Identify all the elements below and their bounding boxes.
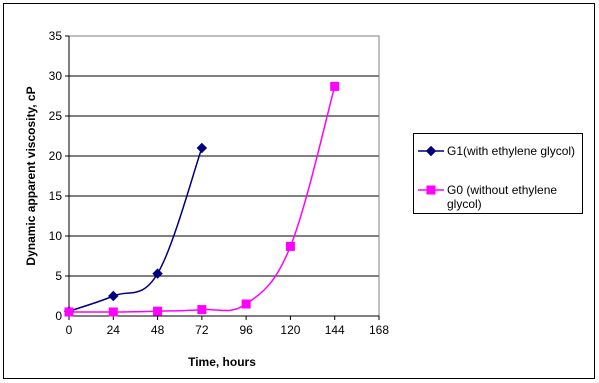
x-tick-label: 120 [280,323,300,337]
legend-label: G0 (without ethylene [447,183,557,197]
data-point [153,306,163,316]
legend-marker [425,145,437,157]
gridlines [69,75,379,277]
y-tick-label: 35 [49,29,63,43]
data-point [108,290,119,302]
x-axis-title: Time, hours [188,355,256,369]
legend-box [413,133,583,214]
data-point [197,305,207,315]
legend-label: G1(with ethylene glycol) [447,144,575,158]
y-tick-label: 5 [55,269,62,283]
x-tick-label: 48 [151,323,165,337]
y-tick-label: 30 [49,69,63,83]
series-line [68,147,203,312]
legend-marker [426,185,436,195]
x-tick-label: 144 [325,323,345,337]
x-tick-label: 96 [239,323,253,337]
series-layer [63,81,340,317]
data-point [196,142,208,154]
y-tick-label: 15 [49,189,63,203]
data-point [64,307,74,317]
y-axis-title: Dynamic apparent viscosity, cP [24,86,38,265]
series-g0 [64,81,340,317]
y-tick-label: 25 [49,109,63,123]
data-point [285,241,295,251]
x-tick-label: 0 [66,323,73,337]
data-point [108,307,118,317]
legend-label: glycol) [447,197,482,211]
x-tick-label: 24 [107,323,121,337]
x-axis-ticks: 0 24 48 72 96 120 144 168 [66,36,389,337]
data-point [330,81,340,91]
x-tick-label: 168 [369,323,389,337]
x-tick-label: 72 [195,323,209,337]
data-point [152,268,163,279]
data-point [241,299,251,309]
legend: G1(with ethylene glycol) G0 (without ethy… [413,133,583,214]
y-tick-label: 20 [49,149,63,163]
y-tick-label: 0 [55,309,62,323]
y-tick-label: 10 [49,229,63,243]
